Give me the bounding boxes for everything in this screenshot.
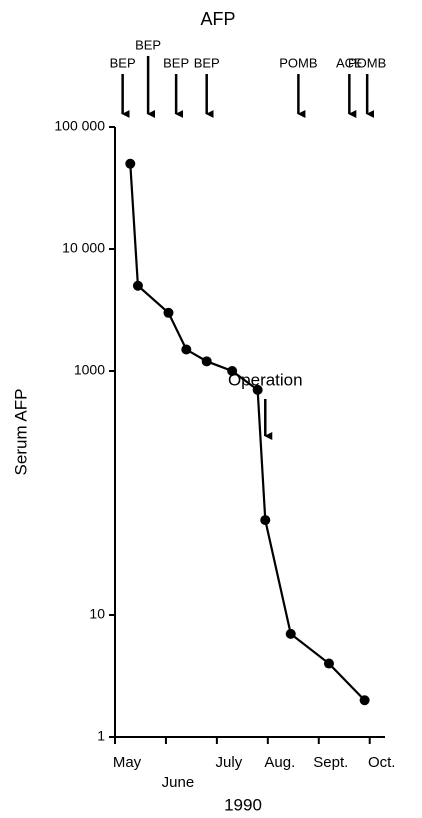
treatment-label: POMB: [279, 55, 317, 70]
x-axis-label: 1990: [224, 795, 262, 814]
x-tick-label: June: [162, 774, 195, 791]
data-point: [285, 628, 296, 639]
y-tick-label: 100 000: [54, 118, 105, 134]
treatment-label: POMB: [348, 55, 386, 70]
data-point: [201, 356, 212, 367]
y-axis-label: Serum AFP: [11, 389, 30, 476]
x-tick-label: July: [216, 754, 243, 771]
x-tick-label: Oct.: [368, 754, 396, 771]
chart-title: AFP: [200, 9, 235, 29]
treatment-label: BEP: [163, 55, 189, 70]
x-tick-label: Aug.: [264, 754, 295, 771]
data-point: [181, 344, 192, 355]
data-point: [359, 695, 370, 706]
data-point: [252, 384, 263, 395]
operation-label: Operation: [228, 370, 303, 389]
treatment-label: BEP: [110, 55, 136, 70]
treatment-label: BEP: [135, 37, 161, 52]
treatment-label: ACE: [336, 55, 363, 70]
y-tick-label: 10 000: [62, 240, 105, 256]
data-point: [163, 307, 174, 318]
y-tick-label: 10: [89, 606, 105, 622]
y-tick-label: 1: [97, 728, 105, 744]
data-point: [132, 280, 143, 291]
series-line: [129, 163, 366, 702]
data-point: [323, 658, 334, 669]
data-point: [227, 366, 238, 376]
data-point: [125, 158, 136, 169]
data-point: [260, 515, 271, 526]
treatment-label: BEP: [194, 55, 220, 70]
x-tick-label: Sept.: [313, 754, 348, 771]
y-tick-label: 1000: [74, 362, 105, 378]
x-tick-label: May: [113, 754, 142, 771]
